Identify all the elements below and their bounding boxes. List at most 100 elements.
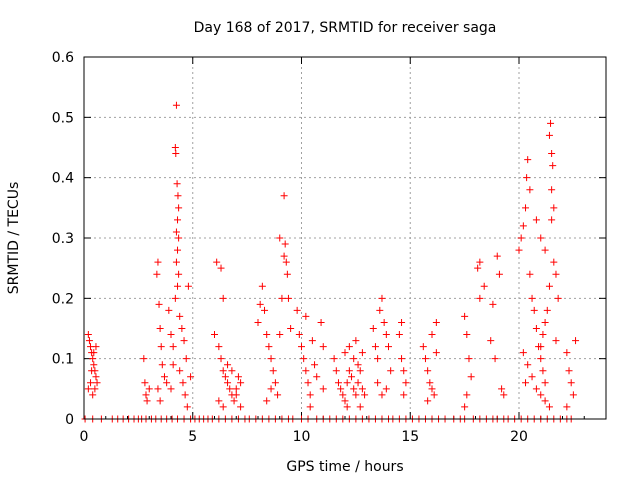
- x-axis-label: GPS time / hours: [286, 459, 403, 475]
- data-point: [298, 343, 305, 351]
- data-point: [339, 391, 347, 399]
- data-point: [256, 300, 264, 308]
- data-point: [432, 318, 440, 326]
- data-point: [156, 325, 164, 332]
- data-point: [232, 391, 240, 399]
- data-point: [495, 270, 503, 278]
- y-tick-label: 0.1: [52, 352, 74, 368]
- data-point: [519, 349, 527, 357]
- data-point: [465, 355, 473, 363]
- data-point: [217, 355, 225, 363]
- data-point: [163, 379, 171, 387]
- data-point: [498, 385, 506, 393]
- data-point: [91, 385, 99, 393]
- data-point: [165, 306, 173, 314]
- data-point: [145, 385, 153, 393]
- data-point: [569, 391, 577, 399]
- data-point: [541, 397, 549, 405]
- data-point: [293, 306, 301, 314]
- data-point: [276, 234, 284, 242]
- data-point: [345, 343, 353, 351]
- data-point: [552, 270, 560, 278]
- data-point: [348, 373, 356, 381]
- data-point: [358, 349, 366, 357]
- y-axis-label: SRMTID / TECUs: [6, 182, 22, 295]
- data-point: [169, 361, 177, 369]
- data-point: [258, 282, 266, 290]
- data-point: [530, 306, 538, 314]
- data-point: [352, 391, 360, 399]
- data-point: [523, 174, 531, 182]
- data-point: [563, 403, 571, 411]
- data-point: [467, 373, 475, 381]
- data-point: [302, 367, 310, 375]
- data-point: [382, 385, 390, 393]
- data-point: [480, 282, 488, 290]
- data-point: [424, 397, 432, 405]
- data-point: [461, 312, 469, 320]
- data-point: [541, 379, 549, 387]
- data-points: [81, 101, 580, 423]
- data-point: [400, 391, 408, 399]
- data-point: [172, 101, 180, 109]
- data-point: [541, 318, 549, 326]
- data-point: [522, 379, 530, 387]
- data-point: [304, 379, 312, 387]
- data-point: [358, 385, 366, 393]
- data-point: [354, 361, 362, 369]
- data-point: [537, 343, 545, 351]
- data-point: [313, 373, 321, 381]
- data-point: [374, 355, 382, 363]
- data-point: [93, 379, 101, 387]
- data-point: [526, 270, 534, 278]
- y-tick-label: 0.3: [52, 231, 74, 247]
- data-point: [300, 355, 308, 363]
- data-point: [172, 258, 180, 266]
- data-point: [224, 379, 232, 387]
- data-point: [261, 306, 269, 314]
- data-point: [232, 385, 240, 393]
- data-point: [398, 318, 406, 326]
- data-point: [463, 391, 471, 399]
- data-point: [157, 343, 165, 351]
- data-point: [141, 379, 149, 387]
- data-point: [554, 294, 562, 302]
- data-point: [176, 367, 184, 375]
- data-point: [276, 331, 284, 339]
- data-point: [487, 337, 495, 345]
- data-point: [402, 379, 410, 387]
- data-point: [181, 391, 189, 399]
- data-point: [176, 312, 184, 320]
- data-point: [361, 391, 369, 399]
- data-point: [84, 331, 92, 339]
- plot-area-frame: [83, 56, 607, 420]
- data-point: [382, 331, 390, 339]
- data-point: [532, 385, 540, 393]
- data-point: [426, 379, 434, 387]
- data-point: [528, 294, 536, 302]
- data-point: [278, 294, 286, 302]
- data-point: [254, 318, 262, 326]
- data-point: [356, 367, 364, 375]
- data-point: [219, 367, 227, 375]
- data-point: [271, 379, 279, 387]
- data-point: [376, 306, 384, 314]
- data-point: [378, 391, 386, 399]
- data-point: [263, 331, 271, 339]
- data-point: [269, 367, 277, 375]
- data-point: [343, 403, 351, 411]
- data-point: [175, 204, 183, 212]
- data-point: [88, 367, 96, 375]
- axis-ticks: 0 0.1 0.2 0.3 0.4 0.5 0.6 0 5 10 15 20: [52, 50, 607, 445]
- data-point: [171, 144, 179, 151]
- data-point: [284, 294, 292, 302]
- data-point: [476, 294, 484, 302]
- data-point: [306, 391, 314, 399]
- data-point: [419, 343, 427, 351]
- data-point: [167, 385, 175, 393]
- data-point: [430, 391, 438, 399]
- data-point: [183, 403, 191, 411]
- data-point: [156, 397, 164, 405]
- data-point: [219, 403, 227, 411]
